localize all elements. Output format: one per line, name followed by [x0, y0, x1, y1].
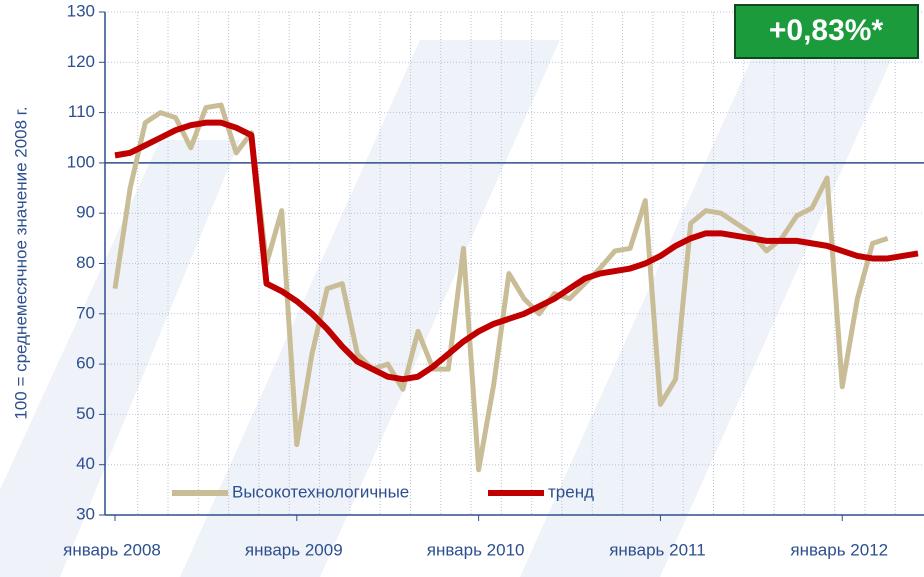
x-tick-label: январь 2010	[427, 540, 525, 559]
y-tick-label: 70	[76, 303, 95, 322]
x-tick-label: январь 2012	[790, 540, 888, 559]
y-tick-label: 40	[76, 454, 95, 473]
badge-box	[734, 4, 919, 59]
y-tick-label: 130	[67, 1, 95, 20]
y-tick-label: 60	[76, 354, 95, 373]
watermark	[0, 40, 900, 577]
x-tick-label: январь 2011	[609, 540, 705, 559]
x-tick-label: январь 2009	[245, 540, 343, 559]
legend-label: Высокотехнологичные	[232, 482, 409, 501]
x-tick-label: январь 2008	[63, 540, 161, 559]
y-tick-label: 120	[67, 52, 95, 71]
y-tick-label: 50	[76, 404, 95, 423]
y-tick-label: 80	[76, 253, 95, 272]
y-tick-label: 100	[67, 152, 95, 171]
y-axis-label: 100 = среднемесячное значение 2008 г.	[11, 106, 30, 419]
legend-label: тренд	[548, 482, 594, 501]
y-tick-label: 30	[76, 504, 95, 523]
badge: +0,83%*	[769, 14, 884, 47]
y-tick-label: 90	[76, 203, 95, 222]
y-tick-label: 110	[68, 102, 95, 121]
series-line	[114, 119, 919, 383]
